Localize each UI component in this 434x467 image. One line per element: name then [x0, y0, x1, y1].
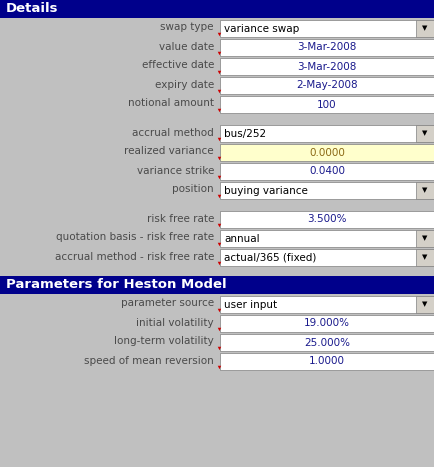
Text: variance strike: variance strike — [136, 165, 214, 176]
Text: long-term volatility: long-term volatility — [114, 337, 214, 347]
Text: 0.0000: 0.0000 — [308, 148, 344, 157]
Text: speed of mean reversion: speed of mean reversion — [84, 355, 214, 366]
Bar — [415, 20, 433, 37]
Text: user input: user input — [224, 299, 276, 310]
Text: position: position — [172, 184, 214, 194]
Text: 2-May-2008: 2-May-2008 — [296, 80, 357, 91]
Text: variance swap: variance swap — [224, 23, 299, 34]
Bar — [220, 249, 433, 266]
Text: swap type: swap type — [160, 22, 214, 33]
Text: ▼: ▼ — [421, 255, 427, 261]
Text: bus/252: bus/252 — [224, 128, 266, 139]
Text: ▼: ▼ — [421, 130, 427, 136]
Text: effective date: effective date — [141, 61, 214, 71]
Bar — [220, 39, 433, 56]
Text: value date: value date — [158, 42, 214, 51]
Bar — [415, 296, 433, 313]
Text: 3.500%: 3.500% — [306, 214, 346, 225]
Text: parameter source: parameter source — [121, 298, 214, 309]
Text: 3-Mar-2008: 3-Mar-2008 — [296, 62, 356, 71]
Text: ▼: ▼ — [421, 235, 427, 241]
Bar — [220, 125, 433, 142]
Text: risk free rate: risk free rate — [146, 213, 214, 224]
Bar — [0, 276, 434, 294]
Text: 0.0400: 0.0400 — [308, 167, 344, 177]
Text: initial volatility: initial volatility — [136, 318, 214, 327]
Bar — [415, 249, 433, 266]
Bar — [220, 230, 433, 247]
Text: 19.000%: 19.000% — [303, 318, 349, 328]
Bar — [220, 315, 433, 332]
Bar — [220, 77, 433, 94]
Bar — [0, 0, 434, 18]
Text: ▼: ▼ — [421, 302, 427, 307]
Text: 3-Mar-2008: 3-Mar-2008 — [296, 42, 356, 52]
Text: ▼: ▼ — [421, 187, 427, 193]
Text: accrual method: accrual method — [132, 127, 214, 137]
Text: actual/365 (fixed): actual/365 (fixed) — [224, 253, 316, 262]
Text: buying variance: buying variance — [224, 185, 307, 196]
Bar — [220, 211, 433, 228]
Bar — [415, 230, 433, 247]
Text: 1.0000: 1.0000 — [308, 356, 344, 367]
Text: expiry date: expiry date — [155, 79, 214, 90]
Text: ▼: ▼ — [421, 26, 427, 31]
Text: 100: 100 — [316, 99, 336, 109]
Bar — [220, 144, 433, 161]
Bar — [220, 182, 433, 199]
Bar — [220, 353, 433, 370]
Text: notional amount: notional amount — [128, 99, 214, 108]
Text: annual: annual — [224, 234, 259, 243]
Text: quotation basis - risk free rate: quotation basis - risk free rate — [56, 233, 214, 242]
Text: realized variance: realized variance — [124, 147, 214, 156]
Bar — [220, 334, 433, 351]
Text: accrual method - risk free rate: accrual method - risk free rate — [55, 252, 214, 262]
Bar — [220, 58, 433, 75]
Bar — [220, 20, 433, 37]
Bar — [220, 96, 433, 113]
Bar — [415, 182, 433, 199]
Text: Parameters for Heston Model: Parameters for Heston Model — [6, 278, 226, 291]
Bar — [220, 163, 433, 180]
Text: 25.000%: 25.000% — [303, 338, 349, 347]
Bar — [220, 296, 433, 313]
Text: Details: Details — [6, 2, 58, 15]
Bar — [415, 125, 433, 142]
